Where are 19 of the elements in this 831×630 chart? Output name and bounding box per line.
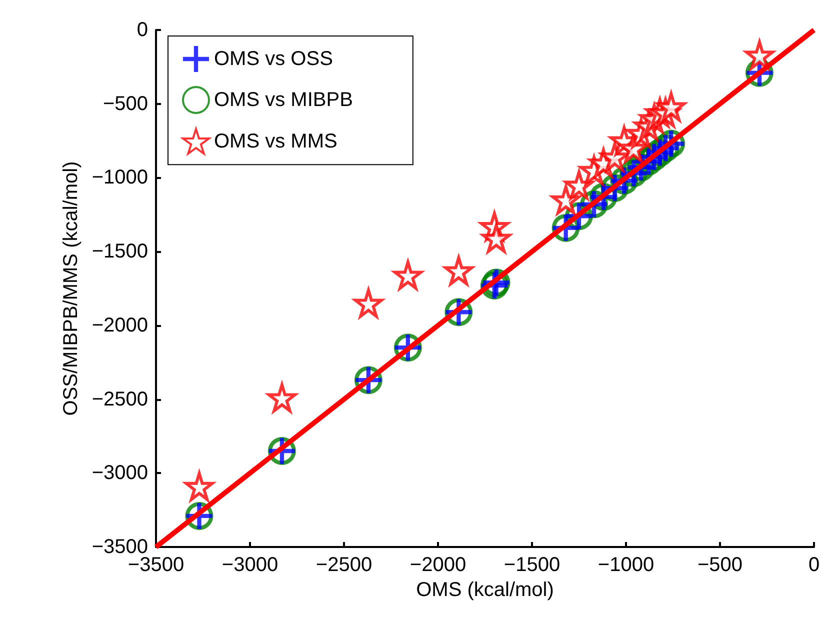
x-tick-label: −500 <box>697 554 743 576</box>
y-tick-label: −1500 <box>92 240 148 263</box>
y-tick-label: −500 <box>102 92 148 115</box>
legend-label: OMS vs OSS <box>214 48 333 70</box>
x-tick-label: −1500 <box>504 554 560 576</box>
x-tick-label: 0 <box>808 554 820 576</box>
y-axis-title: OSS/MIBPB/MMS (kcal/mol) <box>60 161 82 416</box>
x-tick-label: −2500 <box>316 554 372 576</box>
x-axis-title: OMS (kcal/mol) <box>416 578 554 601</box>
y-tick-label: −2000 <box>92 314 148 336</box>
y-tick-label: −1000 <box>92 166 148 189</box>
legend-label: OMS vs MIBPB <box>214 89 353 111</box>
y-tick-label: −3000 <box>92 462 148 484</box>
legend-label: OMS vs MMS <box>214 130 338 152</box>
y-tick-label: −2500 <box>92 388 148 410</box>
x-tick-label: −2000 <box>410 554 466 576</box>
y-tick-label: 0 <box>136 19 148 41</box>
x-tick-label: −1000 <box>598 554 654 576</box>
x-tick-label: −3000 <box>222 554 278 576</box>
